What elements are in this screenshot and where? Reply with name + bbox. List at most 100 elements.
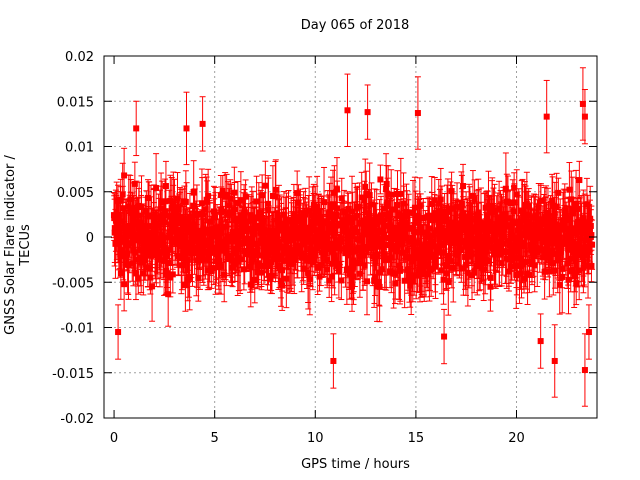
- point-marker: [262, 182, 269, 189]
- point-marker: [400, 212, 407, 219]
- point-marker: [432, 263, 439, 270]
- point-marker: [422, 262, 429, 269]
- point-marker: [404, 213, 411, 220]
- point-marker: [295, 199, 302, 206]
- point-marker: [377, 176, 384, 183]
- point-marker: [138, 238, 145, 245]
- point-marker: [216, 239, 223, 246]
- point-marker: [212, 258, 219, 265]
- point-marker: [306, 230, 313, 237]
- point-marker: [268, 259, 275, 266]
- point-marker: [148, 239, 155, 246]
- point-marker: [371, 277, 378, 284]
- point-marker: [171, 207, 178, 214]
- point-marker: [426, 225, 433, 232]
- point-marker: [117, 225, 124, 232]
- point-marker: [315, 208, 322, 215]
- point-marker: [309, 219, 316, 226]
- point-marker: [353, 259, 360, 266]
- point-marker: [345, 205, 352, 212]
- point-marker: [324, 256, 331, 263]
- point-marker: [326, 277, 333, 284]
- point-marker: [382, 241, 389, 248]
- point-marker: [234, 199, 241, 206]
- data-point: [376, 251, 383, 323]
- point-marker: [135, 275, 142, 282]
- point-marker: [372, 214, 379, 221]
- point-marker: [247, 236, 254, 243]
- point-marker: [395, 212, 402, 219]
- point-marker: [440, 276, 447, 283]
- point-marker: [299, 254, 306, 261]
- point-marker: [414, 255, 421, 262]
- point-marker: [250, 217, 257, 224]
- point-marker: [280, 249, 287, 256]
- point-marker: [343, 266, 350, 273]
- point-marker: [393, 202, 400, 209]
- point-marker: [375, 278, 382, 285]
- point-marker: [414, 212, 421, 219]
- point-marker: [169, 271, 176, 278]
- point-marker: [170, 200, 177, 207]
- point-marker: [420, 214, 427, 221]
- point-marker: [237, 212, 244, 219]
- point-marker: [153, 185, 160, 192]
- point-marker: [162, 208, 169, 215]
- point-marker: [264, 245, 271, 252]
- point-marker: [186, 274, 193, 281]
- point-marker: [163, 253, 170, 260]
- point-marker: [182, 232, 189, 239]
- point-marker: [362, 220, 369, 227]
- point-marker: [256, 224, 263, 231]
- point-marker: [431, 243, 438, 250]
- point-marker: [372, 274, 379, 281]
- point-marker: [405, 209, 412, 216]
- point-marker: [176, 214, 183, 221]
- point-marker: [391, 245, 398, 252]
- point-marker: [361, 262, 368, 269]
- data-point: [364, 247, 371, 316]
- point-marker: [330, 260, 337, 267]
- point-marker: [407, 282, 414, 289]
- point-marker: [125, 261, 132, 268]
- point-marker: [205, 193, 212, 200]
- point-marker: [309, 254, 316, 261]
- point-marker: [419, 267, 426, 274]
- point-marker: [356, 270, 363, 277]
- point-marker: [329, 220, 336, 227]
- point-marker: [366, 192, 373, 199]
- point-marker: [218, 228, 225, 235]
- point-marker: [173, 220, 180, 227]
- point-marker: [230, 217, 237, 224]
- point-marker: [295, 224, 302, 231]
- point-marker: [133, 206, 140, 213]
- point-marker: [184, 240, 191, 247]
- point-marker: [167, 197, 174, 204]
- point-marker: [424, 244, 431, 251]
- point-marker: [279, 282, 286, 289]
- point-marker: [202, 206, 209, 213]
- point-marker: [438, 267, 445, 274]
- x-axis-label: GPS time / hours: [301, 457, 410, 472]
- point-marker: [162, 198, 169, 205]
- point-marker: [330, 229, 337, 236]
- point-marker: [144, 194, 151, 201]
- point-marker: [329, 201, 336, 208]
- point-marker: [341, 217, 348, 224]
- point-marker: [184, 221, 191, 228]
- point-marker: [226, 202, 233, 209]
- point-marker: [427, 247, 434, 254]
- point-marker: [335, 267, 342, 274]
- point-marker: [317, 214, 324, 221]
- point-marker: [113, 197, 120, 204]
- point-marker: [397, 190, 404, 197]
- point-marker: [195, 236, 202, 243]
- point-marker: [291, 247, 298, 254]
- point-marker: [221, 271, 228, 278]
- point-marker: [383, 256, 390, 263]
- point-marker: [334, 205, 341, 212]
- point-marker: [391, 206, 398, 213]
- point-marker: [149, 251, 156, 258]
- point-marker: [240, 227, 247, 234]
- point-marker: [271, 230, 278, 237]
